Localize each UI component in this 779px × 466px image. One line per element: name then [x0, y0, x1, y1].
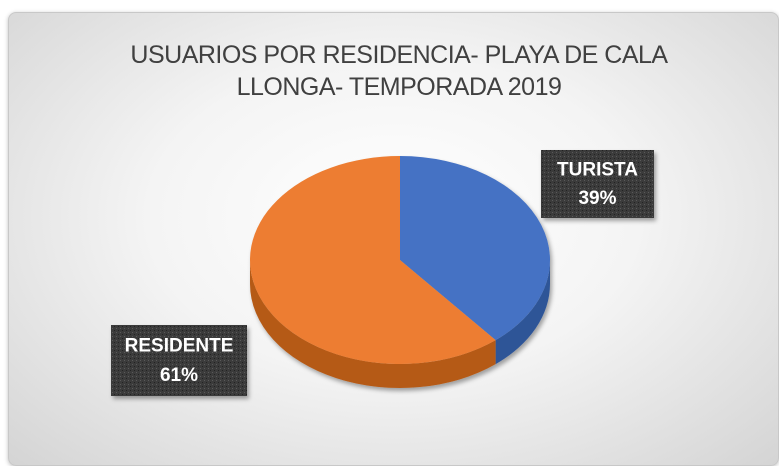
data-label-value: 61% — [160, 365, 198, 386]
data-label-name: TURISTA — [557, 159, 638, 180]
data-label-name: RESIDENTE — [125, 335, 234, 356]
slice — [250, 156, 496, 364]
slice-side — [495, 260, 550, 365]
data-label-box — [541, 150, 654, 218]
pie — [250, 156, 550, 388]
slice-side — [250, 260, 496, 388]
data-label-box — [111, 325, 247, 396]
slice — [400, 156, 550, 341]
chart-title: USUARIOS POR RESIDENCIA- PLAYA DE CALA L… — [130, 41, 668, 101]
data-label-value: 39% — [578, 188, 616, 209]
